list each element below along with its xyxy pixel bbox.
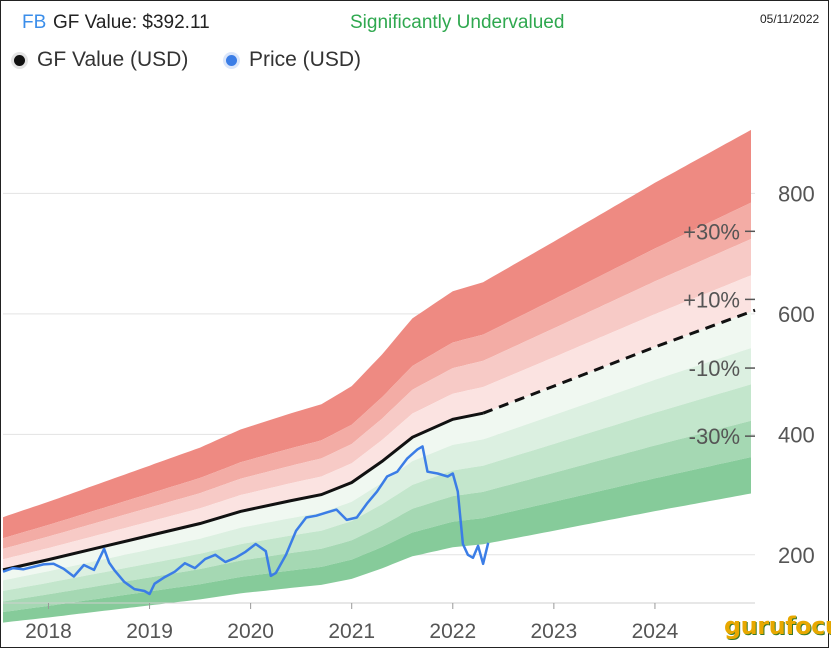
price-line (2, 445, 490, 596)
legend-gf-value[interactable]: GF Value (USD) (14, 48, 188, 72)
gurufocus-logo: gurufocus (724, 612, 831, 640)
gf-value-line (2, 411, 484, 572)
lower-band-2 (3, 348, 751, 591)
ticker-symbol[interactable]: FB (22, 12, 47, 33)
y-tick-label-800: 800 (778, 181, 815, 206)
y-tick-label-400: 400 (778, 422, 815, 447)
gf-value-legend-dot-icon (14, 54, 25, 66)
y-tick-label-200: 200 (778, 543, 815, 568)
x-tick-label-2024: 2024 (632, 620, 679, 643)
y-tick-label-600: 600 (778, 302, 815, 327)
x-tick-label-2020: 2020 (227, 620, 274, 643)
x-tick-label-2018: 2018 (25, 620, 72, 643)
lower-band-5 (3, 457, 751, 623)
x-tick-label-2023: 2023 (531, 620, 578, 643)
x-tick-label-2022: 2022 (429, 620, 476, 643)
legend-price-label: Price (USD) (249, 48, 362, 71)
valuation-verdict: Significantly Undervalued (350, 12, 565, 33)
band-label-+10%: +10% (683, 287, 740, 312)
upper-band-1 (3, 129, 751, 539)
legend-gf-value-label: GF Value (USD) (37, 48, 189, 71)
upper-band-4 (3, 275, 751, 570)
band-label--30%: -30% (689, 424, 740, 449)
band-label--10%: -10% (689, 356, 740, 381)
lower-band-4 (3, 420, 751, 612)
as-of-date: 05/11/2022 (760, 12, 820, 26)
price-legend-dot-icon (226, 54, 237, 66)
band-label-+30%: +30% (683, 219, 740, 244)
gf-value-label: GF Value: $392.11 (53, 12, 210, 33)
legend-price[interactable]: Price (USD) (226, 48, 361, 72)
x-tick-label-2021: 2021 (328, 620, 375, 643)
gf-value-projection-line (482, 308, 756, 415)
lower-band-3 (3, 384, 751, 602)
x-tick-label-2019: 2019 (126, 620, 173, 643)
